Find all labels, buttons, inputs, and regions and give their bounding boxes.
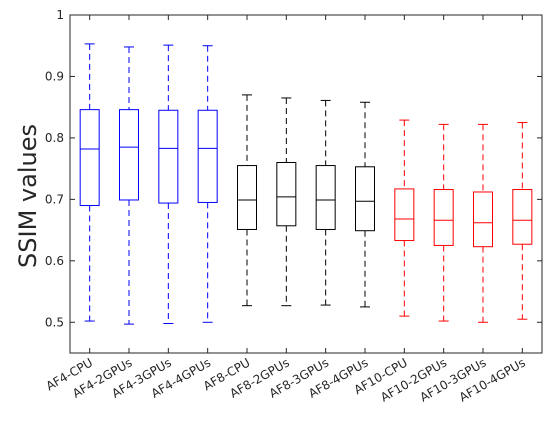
iqr-box bbox=[433, 189, 454, 246]
y-tick-label: 0.7 bbox=[45, 192, 64, 206]
box-af4-cpu bbox=[79, 43, 100, 322]
iqr-box bbox=[197, 109, 218, 203]
y-tick-label: 0.8 bbox=[45, 131, 64, 145]
iqr-box bbox=[394, 188, 415, 242]
box-af4-3gpus bbox=[158, 44, 179, 325]
iqr-box bbox=[355, 166, 375, 232]
iqr-box bbox=[237, 165, 257, 230]
box-af4-4gpus bbox=[197, 45, 218, 323]
y-tick-label: 0.5 bbox=[45, 315, 64, 329]
iqr-box bbox=[512, 189, 533, 245]
iqr-box bbox=[315, 165, 336, 230]
box-af4-2gpus bbox=[119, 46, 139, 325]
y-tick-label: 0.6 bbox=[45, 254, 64, 268]
iqr-box bbox=[158, 109, 179, 204]
y-tick-label: 0.9 bbox=[45, 69, 64, 83]
y-axis: 0.5 0.6 0.7 0.8 0.9 1 bbox=[45, 8, 542, 329]
y-axis-label: SSIM values bbox=[14, 124, 42, 268]
iqr-box bbox=[79, 109, 100, 207]
box-series bbox=[79, 43, 533, 325]
box-af8-cpu bbox=[237, 94, 257, 307]
iqr-box bbox=[473, 191, 493, 248]
box-af10-3gpus bbox=[473, 123, 493, 323]
box-af8-3gpus bbox=[315, 99, 336, 306]
y-tick-label: 1 bbox=[56, 8, 64, 22]
iqr-box bbox=[119, 109, 139, 201]
plot-area bbox=[69, 14, 543, 354]
box-af8-4gpus bbox=[355, 101, 375, 308]
box-af10-cpu bbox=[394, 119, 415, 317]
box-af8-2gpus bbox=[276, 97, 297, 307]
box-af10-4gpus bbox=[512, 122, 533, 320]
iqr-box bbox=[276, 161, 297, 227]
box-af10-2gpus bbox=[433, 123, 454, 322]
